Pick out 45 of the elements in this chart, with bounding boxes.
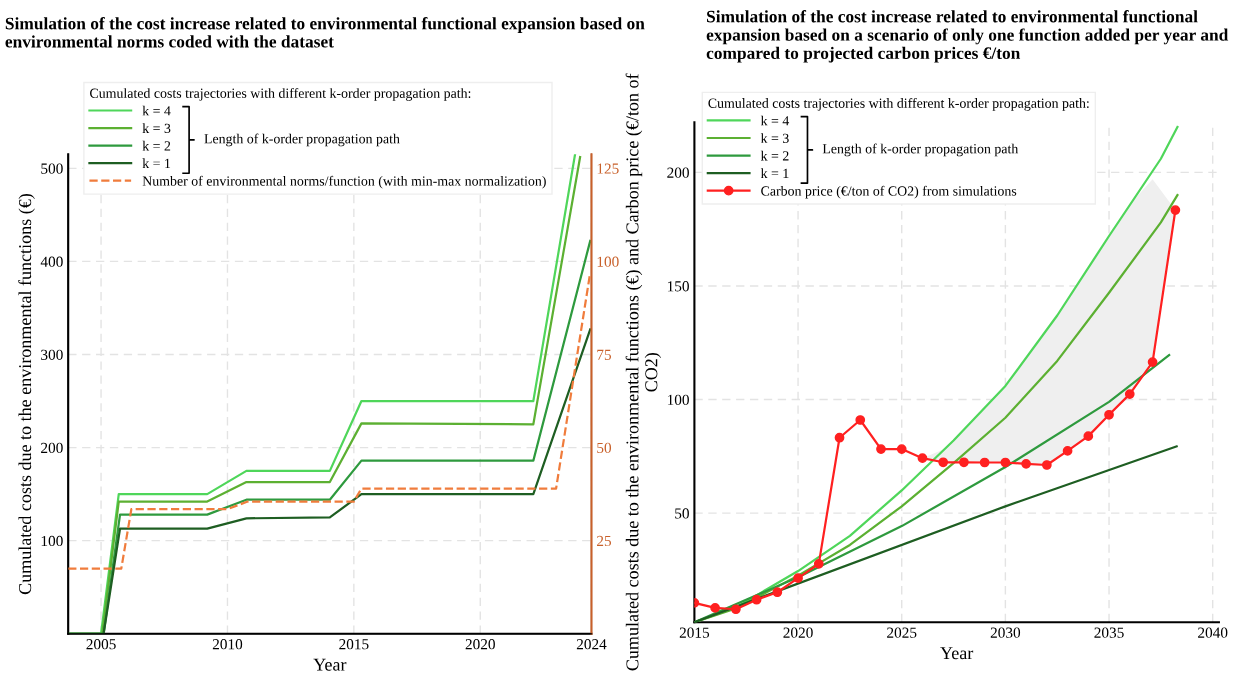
- chart-title: Simulation of the cost increase related to environmental functional expansion based on a scenario of only one function added per year and compared to projected carbon prices €/ton: [706, 10, 1229, 63]
- x-tick-label: 2024: [576, 639, 607, 650]
- x-tick-label: 2015: [679, 627, 710, 638]
- x-tick-label: 2030: [990, 627, 1021, 638]
- chart-title: Simulation of the cost increase related to environmental functional expansion based on environmental norms coded with the dataset: [5, 17, 645, 48]
- y-tick-label: 100: [41, 535, 63, 547]
- x-tick-label: 2025: [887, 627, 917, 638]
- y2-tick-label: 125: [597, 163, 619, 174]
- x-tick-label: 2020: [783, 627, 813, 638]
- y2-tick-label: 50: [597, 442, 612, 454]
- y2-tick-label: 25: [597, 535, 612, 547]
- legend-label: Carbon price (€/ton of CO2) from simulations: [761, 185, 1017, 199]
- y2-tick-label: 75: [597, 349, 612, 360]
- legend-label: Number of environmental norms/function (with min-max normalization): [142, 175, 546, 189]
- legend-title: Cumulated costs trajectories with different k-order propagation path:: [90, 88, 471, 101]
- legend-label: k = 4: [142, 105, 171, 116]
- x-tick-label: 2015: [339, 639, 369, 650]
- legend-label: k = 1: [142, 158, 171, 168]
- x-tick-label: 2040: [1198, 627, 1228, 638]
- annotation: Length of k-order propagation path: [822, 143, 1019, 157]
- x-tick-label: 2020: [465, 639, 495, 650]
- y-tick-label: 100: [667, 394, 689, 406]
- legend-title: Cumulated costs trajectories with different k-order propagation path:: [708, 97, 1089, 111]
- y-tick-label: 400: [40, 256, 63, 267]
- y-tick-label: 500: [41, 163, 63, 174]
- x-axis-title: Year: [313, 658, 347, 671]
- legend-label: k = 1: [760, 168, 789, 178]
- legend-label: k = 3: [760, 133, 789, 143]
- y-tick-label: 200: [41, 442, 63, 454]
- x-tick-label: 2005: [86, 639, 116, 650]
- y2-tick-label: 100: [597, 256, 619, 267]
- legend-label: k = 4: [760, 115, 790, 126]
- y-tick-label: 50: [675, 508, 689, 519]
- legend-label: k = 2: [142, 140, 171, 151]
- text: Length of k-order propagation path: [204, 133, 400, 147]
- y-axis-title: Cumulated costs due to the environmental functions (€) and Carbon price (€/ton of CO2): [625, 73, 662, 671]
- x-tick-label: 2010: [212, 639, 243, 650]
- y-tick-label: 300: [41, 349, 63, 360]
- y-tick-label: 150: [667, 281, 689, 292]
- x-tick-label: 2035: [1094, 627, 1124, 638]
- y-tick-label: 200: [667, 167, 689, 178]
- x-axis-title: Year: [940, 647, 974, 660]
- legend-label: k = 2: [760, 150, 789, 161]
- y-axis-title: Cumulated costs due to the environmental functions (€): [18, 194, 35, 595]
- legend-label: k = 3: [142, 123, 171, 134]
